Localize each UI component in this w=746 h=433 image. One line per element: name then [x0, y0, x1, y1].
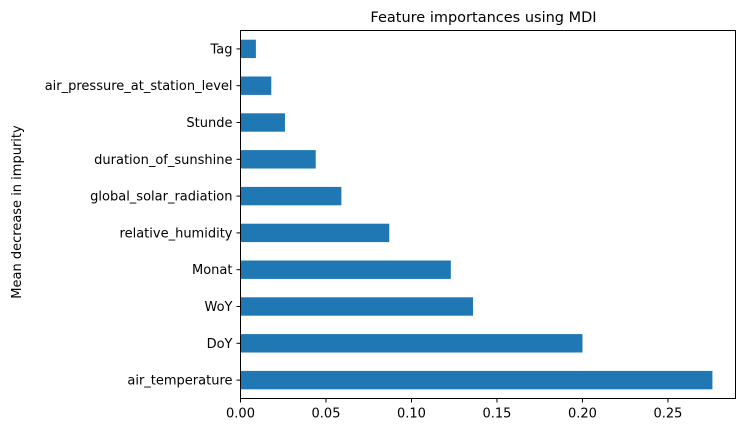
y-tick-label: WoY	[205, 300, 233, 315]
bar-stunde	[240, 113, 285, 132]
bar-air-temperature	[240, 370, 713, 390]
x-axis-ticks: 0.00 0.05 0.10 0.15 0.20 0.25	[226, 398, 682, 422]
bar-relative-humidity	[240, 223, 390, 243]
bar-woy	[240, 297, 474, 316]
y-tick-label: Monat	[192, 263, 232, 278]
x-tick-label: 0.00	[226, 407, 255, 422]
y-tick-label: Stunde	[186, 116, 232, 131]
y-tick-label: DoY	[207, 337, 233, 352]
bar-air-pressure-at-station-level	[240, 76, 272, 95]
x-tick-label: 0.15	[483, 407, 512, 422]
bar-tag	[240, 39, 256, 59]
y-tick-label: duration_of_sunshine	[94, 153, 232, 168]
y-axis-label: Mean decrease in impurity	[10, 125, 25, 299]
x-tick-label: 0.05	[312, 407, 341, 422]
bar-duration-of-sunshine	[240, 150, 316, 169]
y-tick-label: Tag	[209, 42, 232, 57]
x-tick-label: 0.10	[397, 407, 426, 422]
bar-doy	[240, 334, 583, 353]
y-tick-label: air_pressure_at_station_level	[45, 79, 233, 94]
plot-frame	[240, 30, 736, 399]
bars	[240, 39, 713, 390]
y-tick-label: air_temperature	[127, 374, 232, 389]
y-axis-ticks: air_temperature DoY WoY Monat relative_humid…	[45, 42, 241, 389]
bar-monat	[240, 260, 451, 279]
chart-title: Feature importances using MDI	[370, 10, 596, 26]
y-tick-label: relative_humidity	[120, 226, 233, 241]
bar-global-solar-radiation	[240, 186, 342, 206]
x-tick-label: 0.25	[653, 407, 682, 422]
y-tick-label: global_solar_radiation	[90, 190, 232, 205]
x-tick-label: 0.20	[568, 407, 597, 422]
